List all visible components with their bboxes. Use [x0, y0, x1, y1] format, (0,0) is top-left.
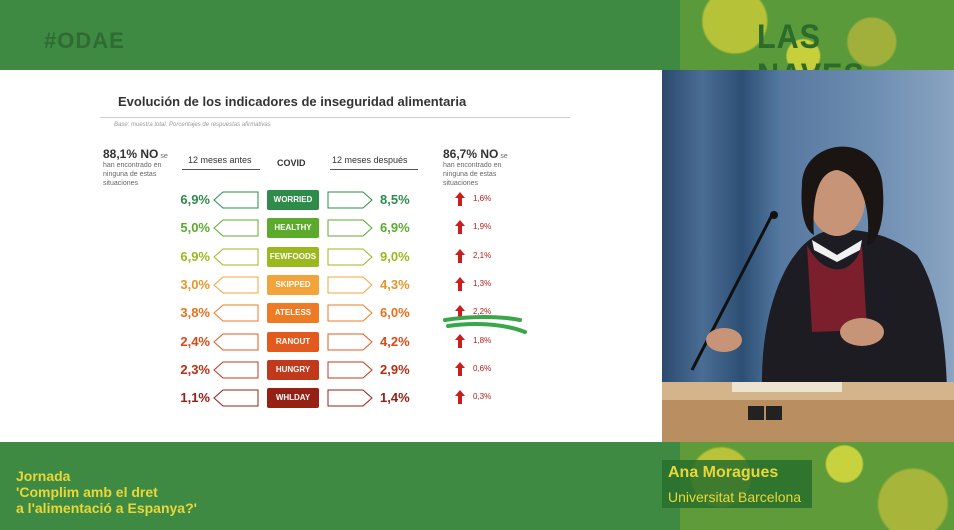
up-arrow-icon	[455, 390, 465, 405]
arrow-outline-left	[213, 276, 259, 294]
right-no-note: 86,7% NO se han encontrado en ninguna de…	[443, 147, 523, 188]
up-arrow-icon	[455, 192, 465, 206]
event-title: Jornada 'Complim amb el dret a l'aliment…	[16, 468, 197, 516]
header-after-line	[330, 169, 418, 170]
title-divider	[100, 117, 570, 118]
left-no-note: 88,1% NO se han encontrado en ninguna de…	[103, 147, 183, 188]
indicator-badge: HEALTHY	[267, 218, 319, 239]
delta-value: 2,2%	[473, 307, 492, 317]
value-after: 6,0%	[380, 305, 410, 321]
header-covid: COVID	[277, 158, 306, 168]
speaker-name: Ana Moragues	[668, 464, 779, 481]
indicator-row: 2,4% RANOUT 4,2% 1,8%	[0, 330, 662, 354]
event-line-1: Jornada	[16, 468, 71, 484]
arrow-outline-left	[213, 333, 259, 350]
arrow-outline-right	[327, 219, 373, 237]
arrow-outline-left	[213, 191, 259, 209]
value-after: 4,2%	[380, 333, 410, 349]
up-arrow-icon	[455, 361, 465, 376]
up-arrow-icon	[455, 333, 465, 348]
header-before-line	[182, 169, 260, 170]
delta-value: 1,9%	[473, 222, 492, 232]
indicator-badge: WHLDAY	[267, 388, 319, 409]
indicator-row: 6,9% FEWFOODS 9,0% 2,1%	[0, 245, 662, 269]
banner-artwork: LAS NAVES	[680, 0, 954, 95]
value-after: 8,5%	[380, 192, 410, 207]
value-before: 3,0%	[180, 276, 210, 292]
indicator-row: 3,8% ATELESS 6,0% 2,2%	[0, 301, 662, 325]
value-before: 6,9%	[180, 248, 210, 264]
value-before: 5,0%	[180, 220, 210, 236]
speaker-figure	[662, 146, 954, 442]
indicator-row: 2,3% HUNGRY 2,9% 0,6%	[0, 358, 662, 382]
event-line-2: 'Complim amb el dret	[16, 484, 158, 500]
delta-value: 0,3%	[473, 392, 492, 402]
up-arrow-icon	[455, 305, 465, 320]
up-arrow-icon	[455, 248, 465, 263]
right-no-se: se	[500, 153, 508, 160]
value-before: 6,9%	[180, 192, 210, 207]
indicator-row: 5,0% HEALTHY 6,9% 1,9%	[0, 216, 662, 240]
delta-value: 0,6%	[473, 363, 492, 373]
delta-value: 2,1%	[473, 250, 492, 260]
presentation-slide: Evolución de los indicadores de inseguri…	[0, 70, 662, 442]
value-before: 3,8%	[180, 305, 210, 321]
header-before: 12 meses antes	[188, 155, 252, 165]
arrow-outline-right	[327, 191, 373, 209]
right-no-pct: 86,7% NO	[443, 147, 499, 161]
indicator-row: 1,1% WHLDAY 1,4% 0,3%	[0, 386, 662, 410]
banner-artwork-bottom	[680, 442, 954, 530]
arrow-outline-left	[213, 248, 259, 266]
bottom-banner: Jornada 'Complim amb el dret a l'aliment…	[0, 442, 954, 530]
value-after: 6,9%	[380, 220, 410, 236]
left-no-pct: 88,1% NO	[103, 147, 159, 161]
up-arrow-icon	[455, 276, 465, 291]
arrow-outline-left	[213, 219, 259, 237]
slide-subtitle: Base: muestra total. Porcentajes de resp…	[114, 122, 271, 128]
value-after: 2,9%	[380, 361, 410, 377]
indicator-row: 6,9% WORRIED 8,5% 1,6%	[0, 188, 662, 212]
arrow-outline-left	[213, 361, 259, 379]
speaker-affiliation: Universitat Barcelona	[668, 489, 802, 505]
delta-value: 1,8%	[473, 335, 492, 345]
arrow-outline-left	[213, 389, 259, 407]
value-before: 2,4%	[180, 333, 210, 349]
speaker-video	[662, 70, 954, 442]
arrow-outline-left	[213, 304, 259, 322]
indicator-badge: HUNGRY	[267, 359, 319, 380]
indicator-badge: WORRIED	[267, 190, 319, 210]
value-after: 1,4%	[380, 390, 410, 406]
delta-value: 1,3%	[473, 278, 492, 288]
delta-value: 1,6%	[473, 194, 492, 203]
left-no-text: han encontrado en ninguna de estas situa…	[103, 162, 162, 187]
indicator-row: 3,0% SKIPPED 4,3% 1,3%	[0, 273, 662, 297]
arrow-outline-right	[327, 361, 373, 379]
value-before: 2,3%	[180, 361, 210, 377]
indicator-badge: ATELESS	[267, 303, 319, 324]
event-line-3: a l'alimentació a Espanya?'	[16, 500, 197, 516]
left-no-se: se	[160, 153, 168, 160]
speaker-caption-box	[662, 460, 812, 508]
value-after: 9,0%	[380, 248, 410, 264]
arrow-outline-right	[327, 248, 373, 266]
indicator-badge: RANOUT	[267, 331, 319, 352]
arrow-outline-right	[327, 389, 373, 407]
indicator-badge: FEWFOODS	[267, 246, 319, 267]
indicator-badge: SKIPPED	[267, 274, 319, 295]
highlight-marker	[443, 315, 527, 334]
value-before: 1,1%	[180, 390, 210, 406]
top-banner: #ODAE LAS NAVES	[0, 0, 954, 95]
header-after: 12 meses después	[332, 155, 408, 165]
arrow-outline-right	[327, 333, 373, 350]
value-after: 4,3%	[380, 276, 410, 292]
up-arrow-icon	[455, 220, 465, 235]
right-no-text: han encontrado en ninguna de estas situa…	[443, 162, 502, 187]
arrow-outline-right	[327, 276, 373, 294]
event-hashtag: #ODAE	[44, 28, 125, 53]
slide-title: Evolución de los indicadores de inseguri…	[118, 94, 467, 109]
arrow-outline-right	[327, 304, 373, 322]
